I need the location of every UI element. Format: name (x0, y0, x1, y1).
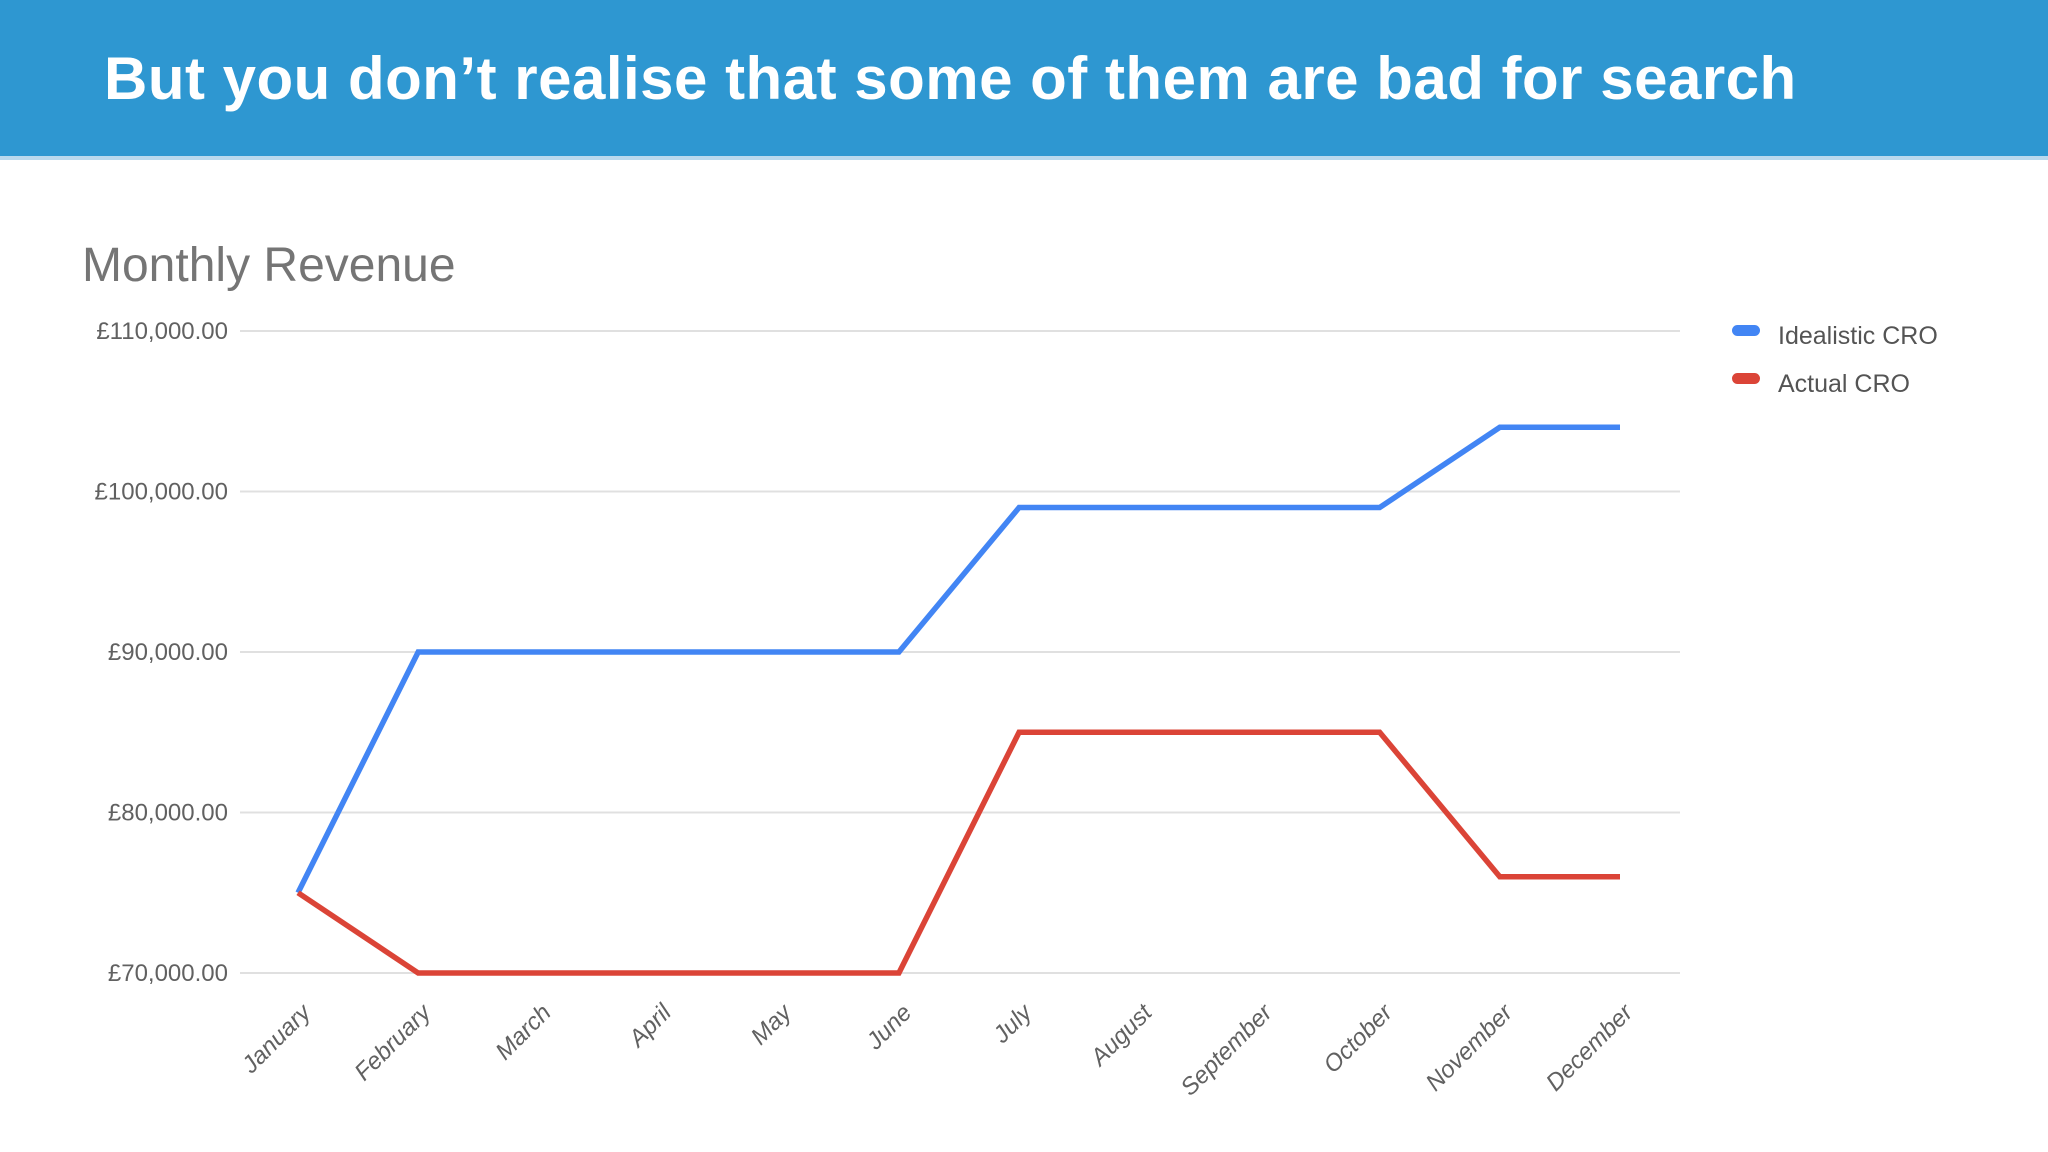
x-axis-tick-label: July (987, 998, 1038, 1049)
x-axis-tick-label: March (490, 999, 556, 1065)
chart-title: Monthly Revenue (82, 239, 456, 292)
series-line-actual-cro (296, 729, 1620, 976)
x-axis-tick-label: June (861, 999, 918, 1056)
x-axis-tick-label: February (349, 998, 437, 1086)
y-axis-tick-label: £90,000.00 (108, 639, 228, 666)
x-axis-tick-label: October (1318, 998, 1398, 1078)
y-axis-tick-label: £80,000.00 (108, 800, 228, 827)
legend-label: Idealistic CRO (1778, 322, 1938, 350)
header-title: But you don’t realise that some of them … (104, 44, 1797, 112)
x-axis-tick-label: April (622, 999, 677, 1054)
y-axis-tick-label: £110,000.00 (96, 318, 228, 345)
x-axis-tick-label: August (1084, 998, 1158, 1072)
x-axis-tick-label: September (1176, 998, 1279, 1101)
legend-swatch (1732, 325, 1760, 336)
x-axis-tick-label: May (746, 998, 799, 1051)
x-axis-tick-label: December (1541, 998, 1639, 1096)
y-axis-tick-label: £70,000.00 (108, 960, 228, 987)
legend-swatch (1732, 373, 1760, 384)
series-line-idealistic-cro (295, 424, 1620, 894)
legend-label: Actual CRO (1778, 370, 1910, 398)
y-axis-tick-label: £100,000.00 (95, 479, 228, 506)
header-banner: But you don’t realise that some of them … (0, 0, 2048, 160)
x-axis-tick-label: November (1421, 998, 1519, 1096)
x-axis-tick-label: January (236, 998, 318, 1080)
